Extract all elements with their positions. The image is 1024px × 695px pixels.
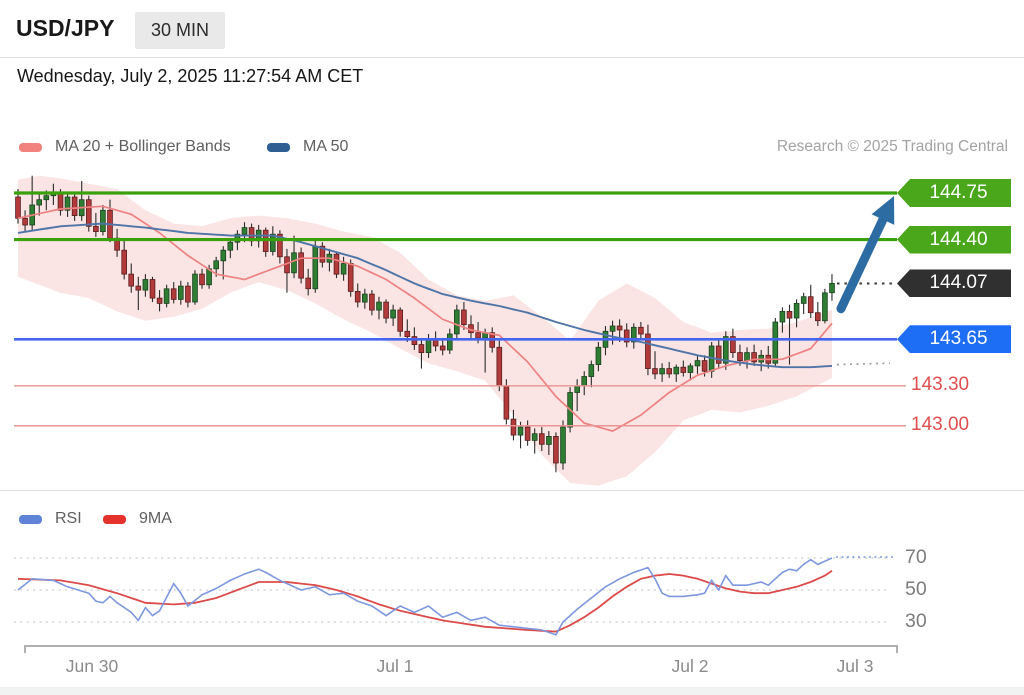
x-axis-bracket	[24, 645, 898, 653]
up-arrow-shaft	[836, 215, 888, 314]
legend-ma50: MA 50	[267, 138, 348, 156]
rsi-tick-30: 30	[905, 610, 927, 632]
x-axis-label-jul3: Jul 3	[836, 656, 874, 676]
resistance-badge-144-75: 144.75	[897, 179, 1011, 207]
ma50-projection-dotted	[836, 362, 891, 366]
rsi-label: RSI	[55, 510, 82, 527]
legend-9ma: 9MA	[103, 510, 172, 528]
rsi-9ma-swatch-icon	[103, 514, 126, 524]
x-axis-label-jul2: Jul 2	[671, 656, 709, 676]
bottom-border	[0, 687, 1024, 695]
symbol-title: USD/JPY	[16, 15, 115, 41]
ma20-bollinger-swatch-icon	[19, 142, 42, 152]
x-axis-label-jul1: Jul 1	[376, 656, 414, 676]
report-datetime: Wednesday, July 2, 2025 11:27:54 AM CET	[17, 66, 364, 86]
panel-divider	[0, 490, 1024, 491]
rsi-tick-50: 50	[905, 578, 927, 600]
last-price-badge: 144.07	[897, 269, 1011, 298]
up-arrow-head	[871, 196, 895, 225]
rsi-line	[17, 557, 833, 636]
ma50-swatch-icon	[267, 142, 290, 152]
rsi-tick-70: 70	[905, 546, 927, 568]
research-attribution: Research © 2025 Trading Central	[776, 138, 1008, 155]
x-axis-label-jun30: Jun 30	[65, 656, 119, 676]
legend-ma20-bollinger: MA 20 + Bollinger Bands	[19, 138, 231, 156]
bollinger-band-fill	[18, 175, 832, 486]
rsi-9ma-label: 9MA	[139, 510, 172, 527]
resistance-badge-144-40: 144.40	[897, 225, 1011, 254]
rsi-9ma-line	[17, 570, 833, 633]
rsi-swatch-icon	[19, 514, 42, 524]
timeframe-badge: 30 MIN	[135, 12, 225, 49]
ma50-line	[17, 222, 833, 369]
header-divider	[0, 57, 1024, 58]
pivot-badge-143-65: 143.65	[897, 325, 1011, 354]
support-label-143-00: 143.00	[911, 413, 970, 435]
legend-rsi: RSI	[19, 510, 82, 528]
ma20-bollinger-label: MA 20 + Bollinger Bands	[55, 138, 231, 155]
ma20-line	[17, 205, 833, 433]
support-label-143-30: 143.30	[911, 373, 970, 395]
ma50-label: MA 50	[303, 138, 349, 155]
candles-layer	[15, 175, 835, 473]
